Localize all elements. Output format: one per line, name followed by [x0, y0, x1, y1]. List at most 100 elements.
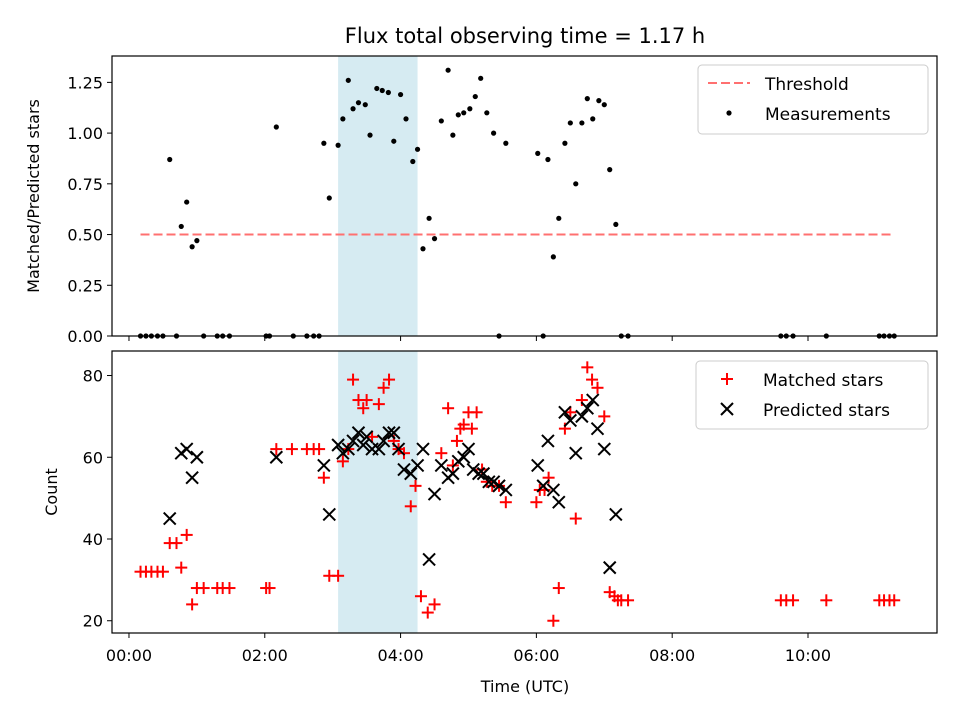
measurement-point [590, 116, 596, 122]
matched-star-point [263, 582, 276, 595]
matched-star-point [820, 594, 833, 607]
matched-star-point [170, 537, 183, 550]
predicted-star-point [346, 434, 360, 448]
measurement-point [273, 124, 279, 130]
predicted-star-point [476, 466, 491, 481]
measurement-point [601, 102, 607, 108]
measurement-point [431, 236, 438, 242]
measurement-point [184, 199, 190, 205]
measurement-point [403, 116, 409, 122]
matched-star-point [586, 373, 599, 386]
top-axes-frame [111, 55, 938, 337]
matched-star-point [180, 528, 193, 541]
measurement-point [178, 223, 184, 230]
matched-star-point [366, 430, 379, 443]
matched-star-point [360, 394, 373, 407]
predicted-star-point [597, 442, 611, 456]
predicted-star-point [575, 409, 589, 424]
predicted-star-point [563, 413, 578, 428]
predicted-star-point [586, 393, 600, 407]
measurement-point [391, 138, 397, 144]
measurement-point [478, 75, 484, 81]
predicted-star-point [322, 507, 336, 522]
predicted-star-point [359, 430, 374, 444]
measurement-point [562, 140, 568, 146]
matched-star-point [414, 590, 427, 603]
measurement-point [326, 195, 332, 201]
matched-star-point [313, 443, 326, 456]
predicted-star-point [492, 479, 506, 493]
measurement-point [491, 130, 497, 136]
predicted-star-point [580, 401, 595, 415]
measurement-point [503, 140, 509, 146]
measurement-point [410, 158, 416, 165]
y-tick-label: 40 [83, 530, 103, 549]
matched-star-point [569, 512, 582, 525]
predicted-star-point [499, 483, 513, 497]
matched-star-point [552, 582, 565, 595]
measurement-point [321, 140, 327, 146]
predicted-star-point [341, 442, 356, 456]
measurement-point [484, 110, 490, 116]
matched-star-point [888, 594, 901, 607]
measurement-point [607, 167, 613, 173]
predicted-star-point [434, 458, 449, 473]
predicted-star-point [391, 442, 406, 456]
measurement-point [167, 156, 173, 163]
matched-star-point [383, 373, 396, 386]
matched-star-point [787, 594, 800, 607]
legend-predicted-swatch [720, 402, 734, 416]
predicted-star-point [185, 470, 199, 485]
predicted-star-point [416, 442, 430, 456]
measurement-point [374, 85, 380, 92]
y-tick-label: 60 [83, 448, 103, 467]
predicted-star-point [397, 462, 411, 477]
predicted-star-point [331, 438, 345, 452]
measurement-point [455, 112, 461, 118]
measurement-point [350, 106, 356, 112]
y-tick-label: 0.50 [67, 226, 103, 245]
legend-measurements-swatch [726, 110, 732, 116]
measurement-point [362, 102, 368, 108]
top-legend: Threshold Measurements [697, 64, 929, 135]
measurement-point [397, 91, 404, 98]
predicted-star-point [387, 426, 401, 440]
measurement-point [550, 254, 556, 260]
measurement-point [414, 146, 421, 152]
matched-star-point [575, 394, 588, 407]
predicted-star-point [471, 466, 486, 481]
matched-star-point [175, 561, 188, 574]
predicted-star-point [356, 438, 370, 452]
measurement-point [545, 156, 551, 163]
matched-star-point [558, 422, 571, 435]
legend-threshold-label: Threshold [764, 75, 849, 95]
predicted-star-point [372, 442, 386, 456]
matched-star-point [450, 434, 463, 447]
measurement-point [194, 238, 200, 244]
matched-star-point [470, 406, 483, 419]
matched-star-point [197, 582, 210, 595]
measurement-point [335, 142, 341, 148]
chart-title: Flux total observing time = 1.17 h [345, 24, 705, 48]
predicted-star-point [269, 450, 284, 464]
matched-star-point [347, 373, 360, 386]
predicted-star-point [552, 495, 566, 509]
predicted-star-point [590, 421, 605, 436]
measurement-point [445, 67, 451, 73]
predicted-star-point [190, 450, 204, 464]
matched-star-point [156, 565, 169, 578]
measurement-point [379, 87, 385, 94]
predicted-star-point [376, 434, 391, 448]
predicted-star-point [461, 442, 476, 456]
matched-star-point [622, 594, 635, 607]
top-panel: 0.00 0.25 0.50 0.75 1.00 1.25 Matched/Predict… [24, 55, 938, 346]
bottom-shaded-region [338, 351, 418, 633]
y-tick-label: 1.25 [67, 73, 103, 92]
measurement-point [535, 150, 541, 156]
bottom-legend: Matched stars Predicted stars [695, 360, 929, 430]
matched-star-point [336, 455, 349, 468]
measurement-point [613, 221, 619, 228]
predicted-star-point [569, 446, 583, 460]
